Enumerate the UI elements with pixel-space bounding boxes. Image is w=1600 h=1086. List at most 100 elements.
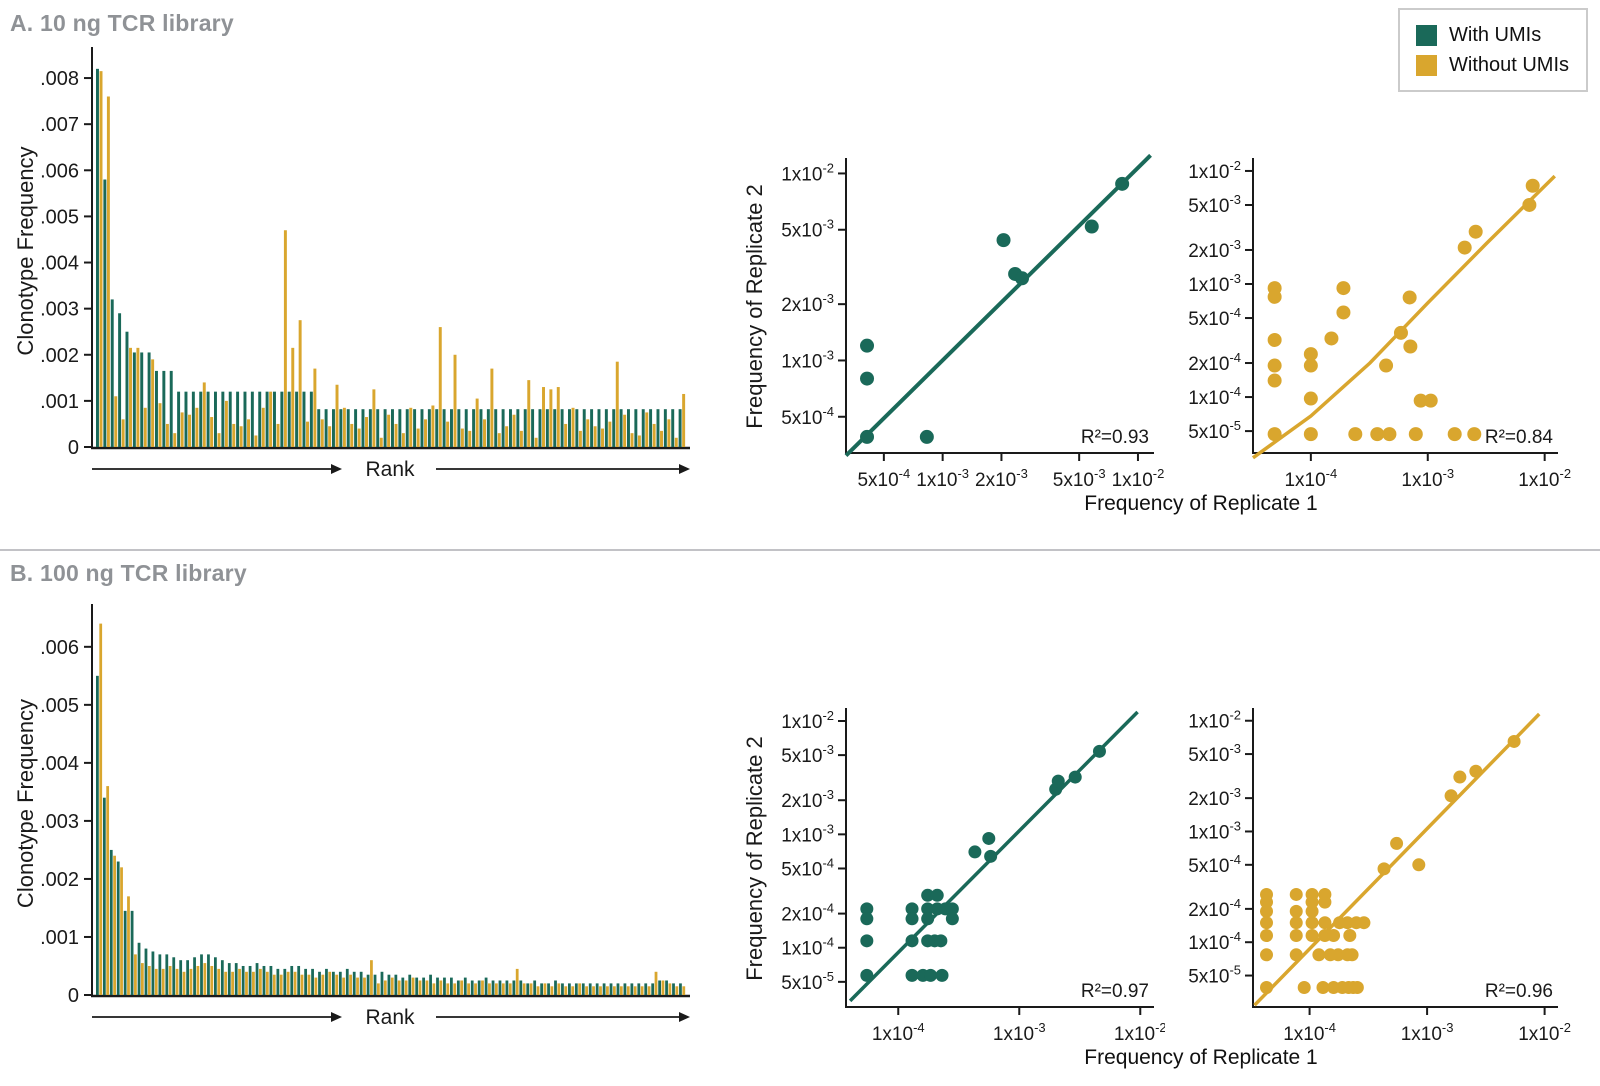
trend-line (1251, 174, 1556, 460)
svg-text:1x10-3: 1x10-3 (781, 821, 834, 846)
svg-text:2x10-4: 2x10-4 (1188, 896, 1241, 921)
trend-line (1253, 712, 1541, 1007)
svg-text:.002: .002 (40, 345, 79, 367)
with-umis-swatch-icon (1416, 24, 1437, 46)
svg-text:5x10-3: 5x10-3 (781, 217, 834, 242)
svg-text:1x10-3: 1x10-3 (781, 347, 834, 372)
r-squared-label: R²=0.84 (1485, 427, 1554, 448)
x-axis-title: Rank (365, 458, 415, 481)
svg-text:2x10-3: 2x10-3 (1188, 785, 1241, 810)
svg-text:1x10-2: 1x10-2 (781, 708, 834, 733)
svg-text:1x10-2: 1x10-2 (1114, 1020, 1165, 1045)
scatter-points (1260, 734, 1521, 994)
svg-text:1x10-2: 1x10-2 (1518, 1020, 1571, 1045)
legend-item-without-umis: Without UMIs (1416, 50, 1586, 80)
y-axis-title: Frequency of Replicate 2 (742, 736, 767, 981)
svg-text:5x10-5: 5x10-5 (781, 969, 834, 994)
svg-text:.001: .001 (40, 391, 79, 413)
svg-text:.005: .005 (40, 206, 79, 228)
svg-text:0: 0 (68, 437, 79, 459)
svg-text:1x10-2: 1x10-2 (1188, 158, 1241, 183)
svg-text:.003: .003 (40, 299, 79, 321)
legend-label-without-umis: Without UMIs (1449, 53, 1570, 76)
svg-text:1x10-4: 1x10-4 (781, 935, 834, 960)
svg-text:1x10-2: 1x10-2 (1188, 708, 1241, 733)
svg-text:1x10-4: 1x10-4 (1283, 1020, 1336, 1045)
scatter-points (860, 744, 1106, 982)
svg-text:5x10-4: 5x10-4 (857, 466, 910, 491)
y-axis-title: Frequency of Replicate 2 (742, 184, 767, 429)
bar-chart-panel-b: 0 .001 .002 .003 .004 .005 .006 Clonotype Frequ… (13, 604, 690, 1029)
svg-text:.003: .003 (40, 811, 79, 833)
svg-text:2x10-3: 2x10-3 (781, 787, 834, 812)
axes: 5x10-5 1x10-4 2x10-4 5x10-4 1x10-3 2x10-3 5x10… (781, 708, 1165, 1045)
scatter-plot-b-without-umis: 5x10-5 1x10-4 2x10-4 5x10-4 1x10-3 2x10-3 5x10… (1188, 708, 1571, 1045)
panel-a-title: A. 10 ng TCR library (10, 10, 234, 36)
panel-b-title: B. 100 ng TCR library (10, 560, 247, 586)
scatter-plot-a-without-umis: 5x10-5 1x10-4 2x10-4 5x10-4 1x10-3 2x10-3 5x10… (1188, 158, 1571, 491)
svg-text:1x10-3: 1x10-3 (1401, 466, 1454, 491)
panel-divider (0, 549, 1600, 551)
svg-text:.004: .004 (40, 253, 79, 275)
svg-text:.006: .006 (40, 160, 79, 182)
legend: With UMIs Without UMIs (1398, 8, 1588, 92)
svg-text:1x10-3: 1x10-3 (1401, 1020, 1454, 1045)
svg-text:.001: .001 (40, 927, 79, 949)
rank-axis: Rank (92, 1006, 690, 1029)
svg-text:0: 0 (68, 985, 79, 1007)
svg-text:2x10-4: 2x10-4 (781, 901, 834, 926)
svg-text:1x10-4: 1x10-4 (1284, 466, 1337, 491)
svg-text:1x10-3: 1x10-3 (1188, 818, 1241, 843)
rank-axis: Rank (92, 458, 690, 481)
svg-text:2x10-3: 2x10-3 (975, 466, 1028, 491)
svg-text:1x10-3: 1x10-3 (1188, 271, 1241, 296)
y-axis-title: Clonotype Frequency (13, 146, 38, 355)
svg-text:5x10-3: 5x10-3 (1188, 741, 1241, 766)
trend-line (844, 153, 1152, 458)
x-axis-label-panel-b: Frequency of Replicate 1 (1084, 1046, 1318, 1069)
svg-text:5x10-5: 5x10-5 (1188, 418, 1241, 443)
bar-chart-panel-a: 0 .001 .002 .003 .004 .005 .006 .007 .008 Clonoty… (13, 47, 690, 481)
legend-item-with-umis: With UMIs (1416, 20, 1586, 50)
scatter-points (1267, 178, 1540, 442)
svg-text:1x10-4: 1x10-4 (1188, 929, 1241, 954)
bars (96, 623, 686, 995)
scatter-plot-b-with-umis: 5x10-5 1x10-4 2x10-4 5x10-4 1x10-3 2x10-3 5x10… (742, 708, 1165, 1045)
svg-text:1x10-3: 1x10-3 (993, 1020, 1046, 1045)
svg-text:.005: .005 (40, 695, 79, 717)
svg-text:.004: .004 (40, 753, 79, 775)
svg-text:1x10-2: 1x10-2 (1112, 466, 1165, 491)
svg-text:.007: .007 (40, 114, 79, 136)
axes: 5x10-5 1x10-4 2x10-4 5x10-4 1x10-3 2x10-3 5x10… (1188, 708, 1571, 1045)
x-axis-title: Rank (365, 1006, 415, 1029)
svg-text:5x10-3: 5x10-3 (781, 742, 834, 767)
svg-text:1x10-3: 1x10-3 (916, 466, 969, 491)
svg-text:5x10-3: 5x10-3 (1188, 192, 1241, 217)
svg-text:5x10-4: 5x10-4 (1188, 852, 1241, 877)
svg-text:2x10-4: 2x10-4 (1188, 350, 1241, 375)
svg-text:2x10-3: 2x10-3 (781, 291, 834, 316)
svg-text:5x10-5: 5x10-5 (1188, 963, 1241, 988)
axes: 5x10-5 1x10-4 2x10-4 5x10-4 1x10-3 2x10-3 5x10… (1188, 158, 1571, 491)
svg-text:.002: .002 (40, 869, 79, 891)
svg-text:1x10-2: 1x10-2 (1518, 466, 1571, 491)
without-umis-swatch-icon (1416, 54, 1437, 76)
svg-text:2x10-3: 2x10-3 (1188, 237, 1241, 262)
scatter-points (860, 176, 1130, 444)
x-axis-label-panel-a: Frequency of Replicate 1 (1084, 492, 1318, 515)
r-squared-label: R²=0.96 (1485, 981, 1553, 1002)
axes: 0 .001 .002 .003 .004 .005 .006 (40, 604, 690, 1007)
svg-text:.008: .008 (40, 68, 79, 90)
svg-text:5x10-4: 5x10-4 (781, 855, 834, 880)
y-axis-title: Clonotype Frequency (13, 699, 38, 908)
r-squared-label: R²=0.93 (1081, 427, 1149, 448)
svg-text:1x10-4: 1x10-4 (872, 1020, 925, 1045)
legend-label-with-umis: With UMIs (1449, 23, 1542, 46)
svg-text:5x10-4: 5x10-4 (781, 404, 834, 429)
svg-text:5x10-3: 5x10-3 (1053, 466, 1106, 491)
axes: 0 .001 .002 .003 .004 .005 .006 .007 .008 (40, 47, 690, 459)
svg-text:1x10-2: 1x10-2 (781, 160, 834, 185)
